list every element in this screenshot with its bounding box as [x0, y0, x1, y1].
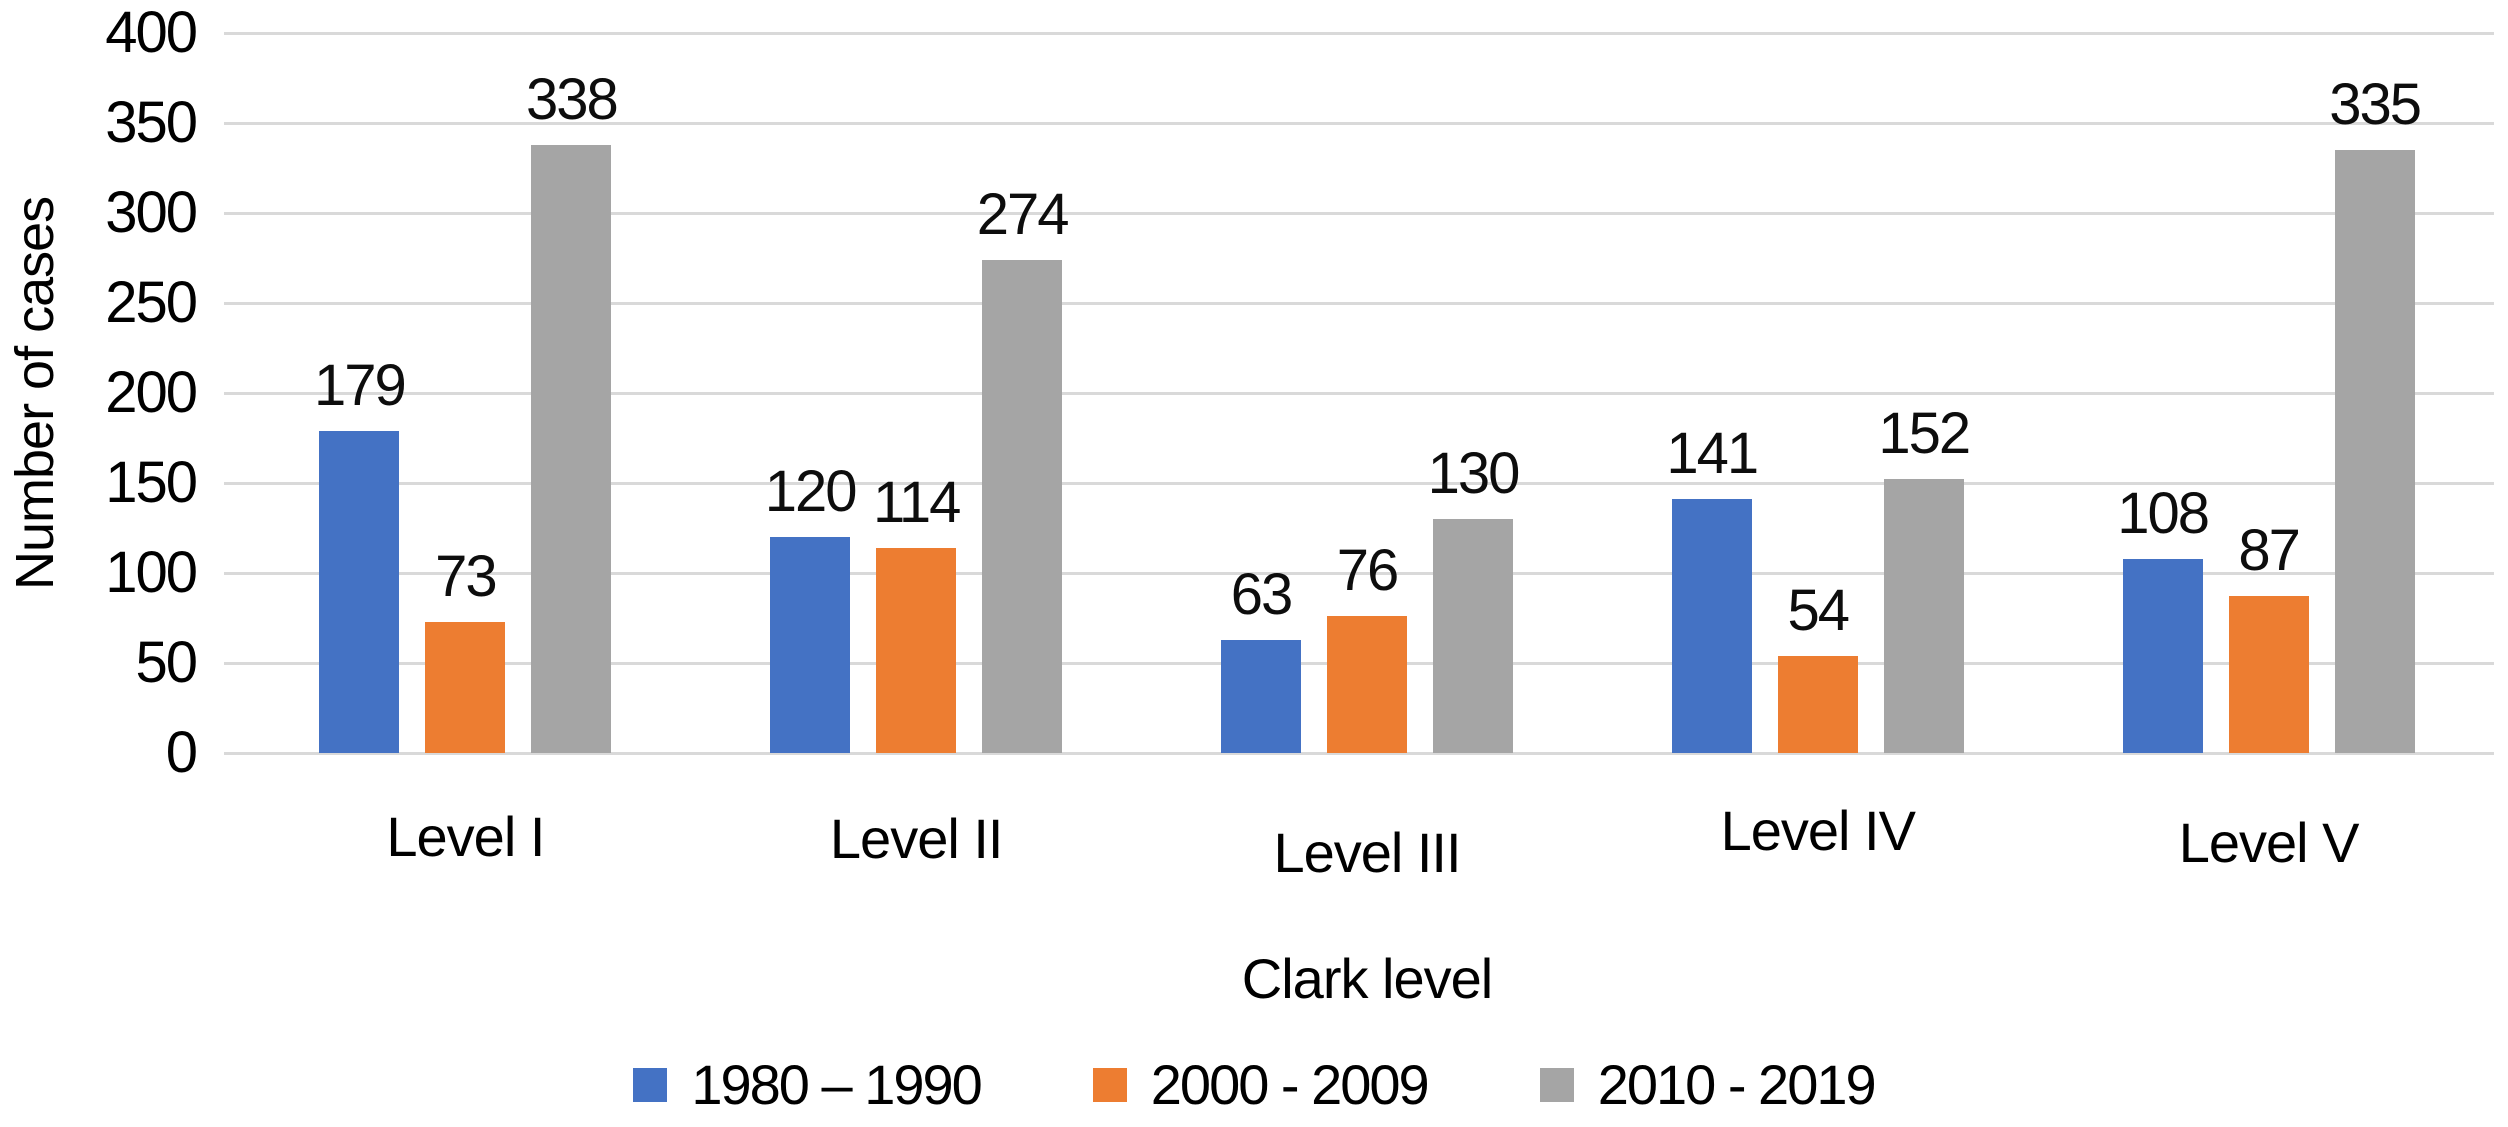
bar: 141: [1666, 421, 1759, 753]
bar-group: 141 54 152: [1592, 33, 2043, 753]
gridline: [240, 571, 2494, 575]
legend: 1980 – 1990 2000 - 2009 2010 - 2019: [0, 1052, 2508, 1117]
y-tick-mark: [224, 31, 242, 35]
y-tick-mark: [224, 661, 242, 665]
y-tick-mark: [224, 571, 242, 575]
bar-value-label: 274: [976, 181, 1070, 247]
y-tick-label: 300: [105, 180, 198, 245]
y-tick-label: 0: [165, 720, 198, 785]
bar-value-label: 76: [1336, 538, 1399, 604]
bar-value-label: 87: [2238, 518, 2300, 584]
bar-value-label: 152: [1878, 401, 1971, 467]
bar: 152: [1878, 401, 1971, 753]
legend-item: 2010 - 2019: [1539, 1052, 1877, 1117]
y-tick-mark: [224, 121, 242, 125]
plot-area: 179 73 338 120 114 274 63 76 130 141 54 152 108 87 335: [240, 31, 2494, 755]
gridline: [240, 391, 2494, 395]
bar-value-label: 120: [764, 459, 858, 524]
gridline: [240, 121, 2494, 125]
bar: 87: [2228, 518, 2309, 753]
bar: 335: [2329, 72, 2422, 753]
gridline: [240, 301, 2494, 305]
y-axis: 0 50 100 150 200 250 300 350 400: [0, 0, 242, 785]
y-tick-mark: [224, 301, 242, 305]
x-axis-title: Clark level: [1241, 947, 1493, 1010]
x-axis-category-label: Level I: [386, 805, 545, 868]
legend-item: 2000 - 2009: [1092, 1052, 1430, 1117]
legend-item: 1980 – 1990: [633, 1052, 983, 1117]
bar: 338: [526, 67, 619, 753]
y-tick-mark: [224, 481, 242, 485]
bar-value-label: 54: [1787, 577, 1850, 643]
y-tick-mark: [224, 211, 242, 215]
y-tick-label: 200: [105, 360, 198, 425]
x-axis-category-label: Level II: [829, 807, 1004, 870]
bar: 63: [1220, 562, 1301, 753]
bar-value-label: 179: [314, 352, 407, 418]
legend-swatch: [1539, 1067, 1574, 1102]
y-tick-label: 250: [105, 270, 198, 335]
bar-group: 108 87 335: [2043, 33, 2494, 753]
bar: 274: [977, 182, 1070, 753]
gridline: [240, 481, 2494, 485]
bar-group: 63 76 130: [1142, 33, 1593, 753]
y-tick-label: 350: [105, 90, 198, 155]
gridline: [240, 751, 2494, 755]
bar-value-label: 141: [1666, 421, 1759, 487]
bar-value-label: 338: [526, 66, 619, 132]
y-tick-mark: [224, 391, 242, 395]
bar: 108: [2117, 481, 2210, 753]
bar: 120: [765, 459, 858, 753]
bar-value-label: 73: [435, 543, 497, 609]
bar: 54: [1777, 578, 1858, 753]
legend-swatch: [1092, 1067, 1127, 1102]
bar-value-label: 108: [2117, 480, 2210, 546]
x-axis-category-label: Level IV: [1720, 799, 1916, 862]
bar: 76: [1326, 538, 1407, 753]
bar: 114: [873, 470, 961, 753]
y-tick-label: 400: [105, 0, 198, 65]
legend-label: 2000 - 2009: [1150, 1053, 1430, 1116]
x-axis-category-label: Level III: [1273, 821, 1461, 884]
bar-value-label: 114: [872, 469, 961, 535]
bar-value-label: 130: [1427, 441, 1521, 506]
y-tick-label: 50: [135, 630, 197, 695]
bar-groups-container: 179 73 338 120 114 274 63 76 130 141 54 152 108 87 335: [240, 33, 2494, 753]
bar-group: 120 114 274: [691, 33, 1142, 753]
y-tick-label: 150: [105, 450, 198, 515]
bar: 179: [314, 353, 407, 753]
y-tick-label: 100: [105, 540, 198, 605]
y-tick-mark: [224, 751, 242, 755]
x-axis-labels: Level I Level II Level III Level IV Level V: [240, 798, 2494, 885]
legend-label: 1980 – 1990: [691, 1053, 982, 1116]
legend-swatch: [633, 1067, 668, 1102]
bar: 130: [1428, 441, 1520, 753]
legend-label: 2010 - 2019: [1597, 1053, 1877, 1116]
bar: 73: [425, 544, 506, 753]
bar-value-label: 63: [1230, 561, 1293, 627]
bar-value-label: 335: [2329, 72, 2422, 137]
gridline: [240, 211, 2494, 215]
bar-group: 179 73 338: [240, 33, 691, 753]
gridline: [240, 31, 2494, 35]
x-axis-category-label: Level V: [2178, 811, 2360, 874]
